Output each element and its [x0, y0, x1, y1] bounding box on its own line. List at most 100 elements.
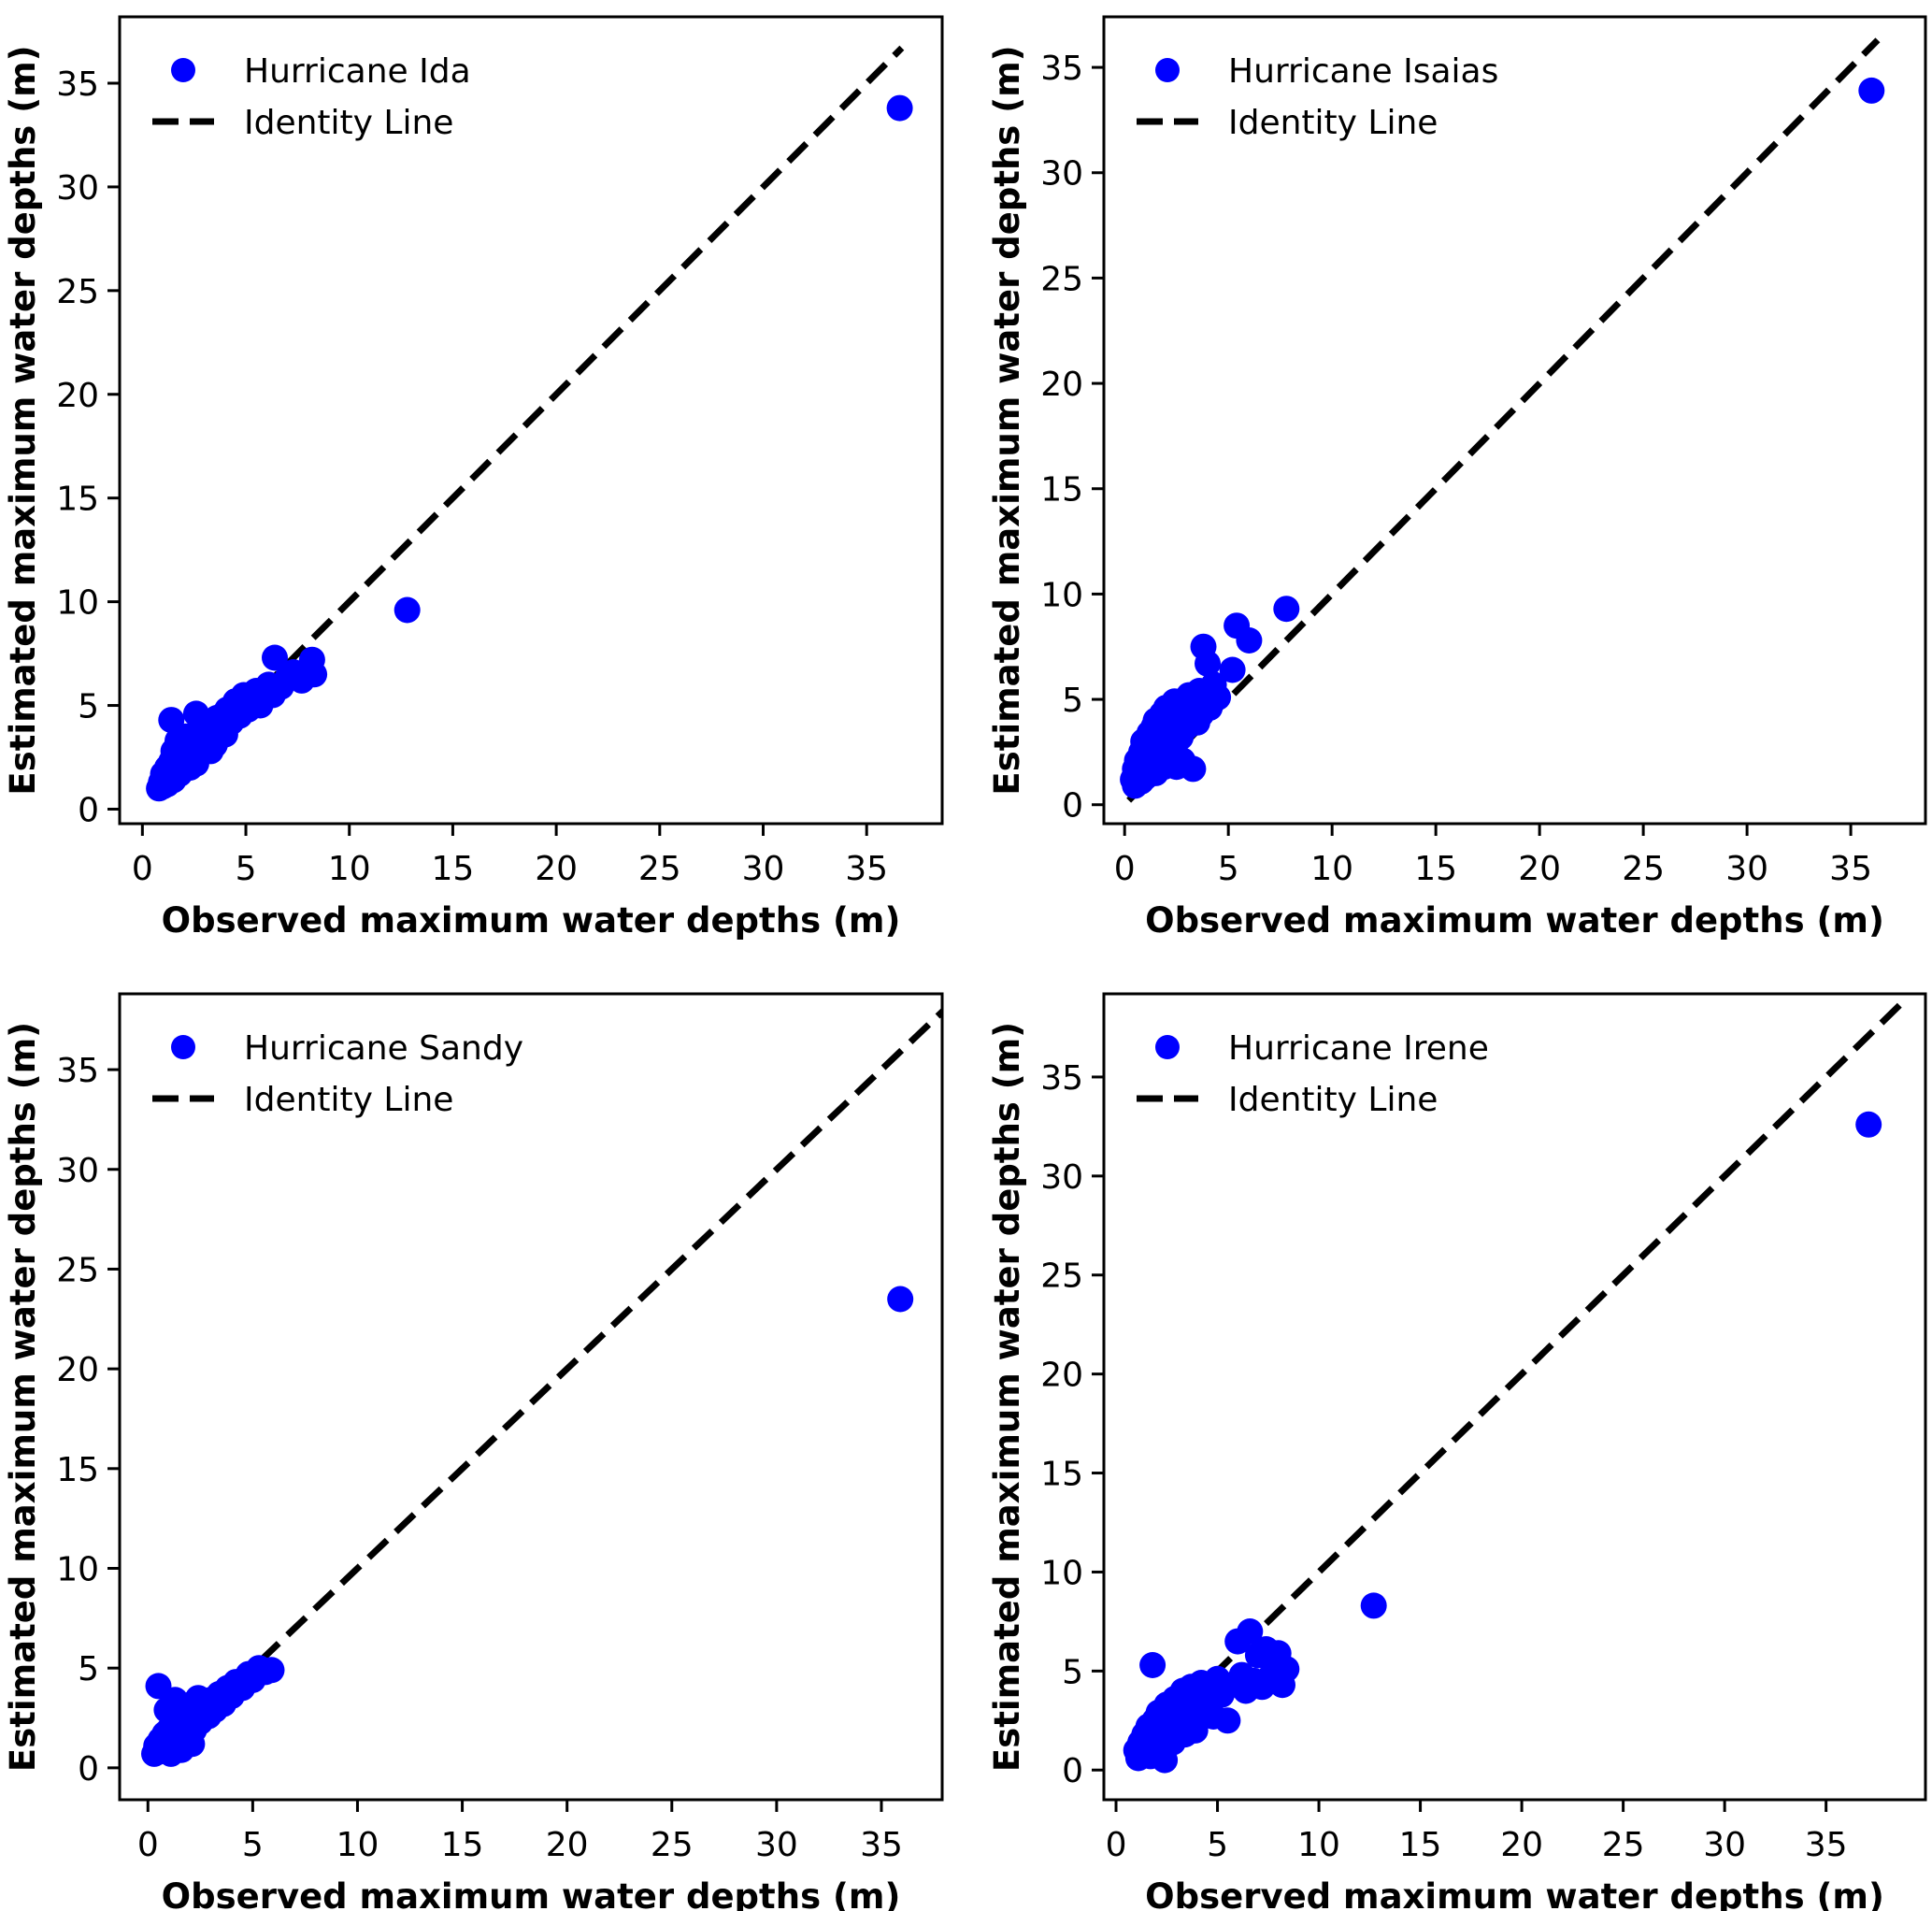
y-axis-label: Estimated maximum water depths (m)	[987, 45, 1027, 795]
y-tick-label: 0	[1062, 1752, 1083, 1790]
scatter-series	[1123, 1111, 1882, 1774]
x-axis-label: Observed maximum water depths (m)	[1145, 900, 1884, 941]
x-tick-label: 35	[1805, 1826, 1848, 1864]
legend-series-label: Hurricane Irene	[1228, 1029, 1489, 1068]
legend-series-label: Hurricane Isaias	[1228, 52, 1498, 91]
y-tick-label: 5	[78, 688, 99, 726]
y-tick-label: 0	[78, 791, 99, 829]
data-point	[258, 1657, 285, 1684]
data-point	[301, 661, 328, 688]
legend-identity-label: Identity Line	[1228, 1081, 1438, 1119]
x-tick-label: 30	[1725, 850, 1768, 888]
x-tick-label: 35	[1829, 850, 1872, 888]
x-tick-label: 20	[535, 850, 578, 888]
x-tick-label: 35	[845, 850, 888, 888]
y-tick-label: 15	[56, 481, 99, 519]
y-tick-label: 35	[56, 65, 99, 104]
plot-hurricane-irene: 0 5 10 15 20 25 30 35 0 5 10 15 20 25 30 35 Observed max…	[987, 992, 1927, 1911]
plot-hurricane-isaias: 0 5 10 15 20 25 30 35 0 5 10 15 20 25 30 35 Observed max…	[987, 15, 1927, 941]
data-point	[1219, 656, 1246, 683]
y-tick-label: 35	[1040, 1059, 1083, 1098]
data-point	[1180, 755, 1207, 783]
x-tick-label: 25	[638, 850, 681, 888]
x-tick-label: 20	[1518, 850, 1561, 888]
legend: Hurricane Ida Identity Line	[152, 52, 471, 142]
x-axis-label: Observed maximum water depths (m)	[162, 1876, 901, 1911]
x-tick-label: 0	[1114, 850, 1136, 888]
data-point	[887, 1286, 914, 1313]
x-tick-label: 5	[242, 1826, 264, 1864]
axis-tick-labels: 0 5 10 15 20 25 30 35 0 5 10 15 20 25 30 35	[56, 65, 888, 888]
data-point	[1360, 1592, 1387, 1619]
legend-marker-icon	[171, 58, 195, 82]
legend: Hurricane Irene Identity Line	[1137, 1029, 1489, 1119]
y-tick-label: 20	[1040, 366, 1083, 404]
data-point	[1273, 596, 1300, 623]
plot-hurricane-sandy: 0 5 10 15 20 25 30 35 0 5 10 15 20 25 30 35 Observed max…	[3, 992, 944, 1911]
data-point	[1195, 650, 1221, 677]
x-tick-label: 20	[1500, 1826, 1543, 1864]
data-point	[1855, 1111, 1882, 1138]
y-axis-label: Estimated maximum water depths (m)	[987, 1022, 1027, 1772]
y-tick-label: 15	[1040, 471, 1083, 510]
data-point	[886, 94, 913, 122]
legend-series-label: Hurricane Sandy	[244, 1029, 523, 1068]
x-tick-label: 5	[236, 850, 257, 888]
x-tick-label: 25	[651, 1826, 694, 1864]
axis-ticks	[107, 1068, 883, 1812]
x-tick-label: 15	[441, 1826, 484, 1864]
data-point	[262, 644, 288, 671]
y-tick-label: 5	[1062, 1653, 1083, 1691]
x-tick-label: 10	[336, 1826, 379, 1864]
axis-tick-labels: 0 5 10 15 20 25 30 35 0 5 10 15 20 25 30 35	[56, 1052, 903, 1864]
y-tick-label: 5	[78, 1650, 99, 1688]
axes-box	[1102, 15, 1927, 826]
x-tick-label: 0	[132, 850, 153, 888]
axes-box	[118, 992, 944, 1802]
x-tick-label: 25	[1622, 850, 1665, 888]
data-point	[1139, 1652, 1166, 1678]
x-tick-label: 15	[1399, 1826, 1442, 1864]
legend-identity-label: Identity Line	[244, 1081, 453, 1119]
x-tick-label: 10	[1310, 850, 1353, 888]
axis-tick-labels: 0 5 10 15 20 25 30 35 0 5 10 15 20 25 30 35	[1040, 1059, 1847, 1864]
legend-marker-icon	[171, 1035, 195, 1059]
x-tick-label: 30	[742, 850, 785, 888]
x-tick-label: 15	[432, 850, 475, 888]
legend-series-label: Hurricane Ida	[244, 52, 471, 91]
y-tick-label: 25	[56, 273, 99, 311]
y-tick-label: 25	[1040, 260, 1083, 298]
scatter-series	[1120, 77, 1885, 799]
legend-identity-label: Identity Line	[1228, 104, 1438, 142]
x-tick-label: 35	[860, 1826, 903, 1864]
y-tick-label: 30	[56, 169, 99, 208]
y-tick-label: 20	[56, 377, 99, 415]
scatter-series	[141, 1286, 914, 1767]
data-point	[1273, 1656, 1300, 1683]
legend: Hurricane Sandy Identity Line	[152, 1029, 523, 1119]
legend: Hurricane Isaias Identity Line	[1137, 52, 1498, 142]
axis-tick-labels: 0 5 10 15 20 25 30 35 0 5 10 15 20 25 30 35	[1040, 50, 1872, 888]
axis-ticks	[1092, 65, 1853, 836]
y-tick-label: 10	[1040, 1554, 1083, 1592]
x-tick-label: 25	[1602, 1826, 1645, 1864]
data-point	[1237, 1618, 1264, 1645]
data-point	[1236, 627, 1263, 654]
y-tick-label: 5	[1062, 682, 1083, 720]
x-tick-label: 10	[328, 850, 371, 888]
y-tick-label: 15	[56, 1451, 99, 1489]
y-tick-label: 35	[56, 1052, 99, 1090]
y-tick-label: 0	[78, 1750, 99, 1789]
x-tick-label: 15	[1414, 850, 1457, 888]
data-point	[394, 596, 421, 624]
identity-line	[1129, 999, 1906, 1757]
y-tick-label: 10	[1040, 576, 1083, 614]
x-tick-label: 30	[1703, 1826, 1746, 1864]
y-tick-label: 30	[1040, 1158, 1083, 1197]
x-tick-label: 0	[1106, 1826, 1127, 1864]
axis-ticks	[1092, 1075, 1828, 1812]
x-tick-label: 30	[755, 1826, 798, 1864]
data-point	[1181, 1717, 1209, 1744]
data-point	[1205, 683, 1232, 711]
